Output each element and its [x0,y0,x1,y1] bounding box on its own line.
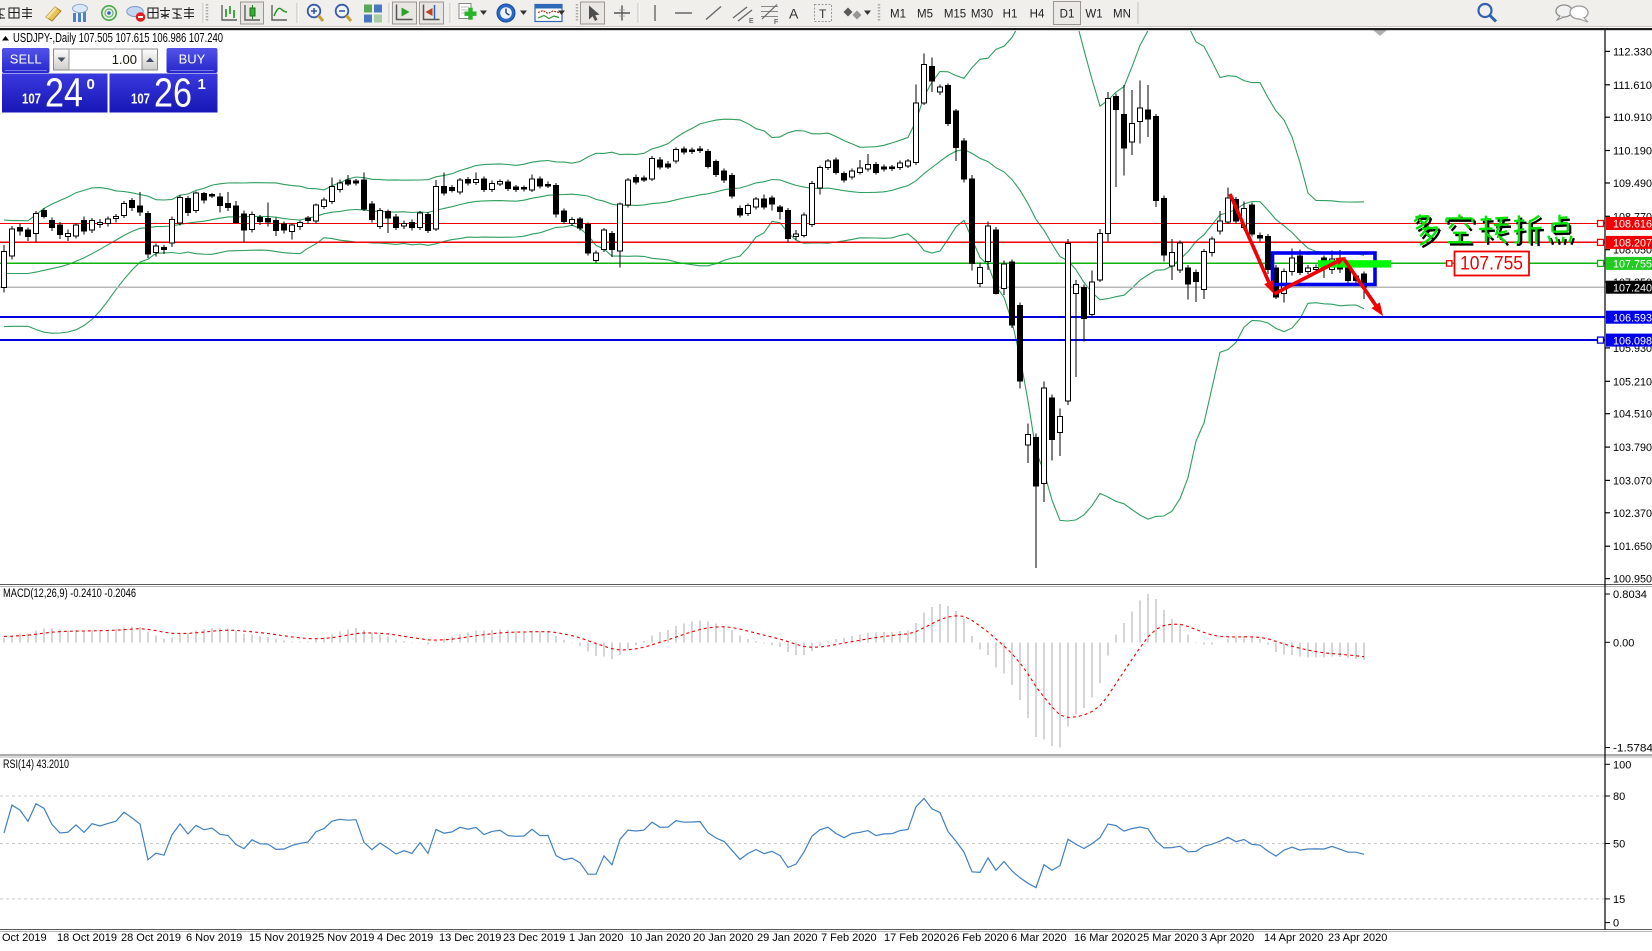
svg-text:16 Mar 2020: 16 Mar 2020 [1074,932,1136,944]
svg-text:108.616: 108.616 [1613,219,1652,231]
svg-text:6 Nov 2019: 6 Nov 2019 [186,932,242,944]
svg-text:A: A [789,6,799,22]
svg-text:H1: H1 [1003,9,1018,21]
svg-text:102.370: 102.370 [1613,508,1652,520]
svg-text:BUY: BUY [179,52,206,67]
svg-text:80: 80 [1613,791,1625,803]
svg-text:24: 24 [45,70,83,116]
svg-text:Oct 2019: Oct 2019 [2,932,47,944]
svg-text:MN: MN [1113,9,1131,21]
svg-text:RSI(14) 43.2010: RSI(14) 43.2010 [3,759,69,771]
svg-text:0: 0 [87,76,95,93]
svg-text:110.190: 110.190 [1613,146,1652,158]
svg-text:SELL: SELL [10,52,42,67]
svg-text:23 Apr 2020: 23 Apr 2020 [1328,932,1387,944]
svg-text:1.00: 1.00 [112,52,137,67]
svg-text:0.00: 0.00 [1613,637,1634,649]
svg-text:100.950: 100.950 [1613,574,1652,586]
svg-text:110.910: 110.910 [1613,112,1652,124]
svg-text:-1.5784: -1.5784 [1613,743,1652,755]
svg-text:H4: H4 [1030,9,1045,21]
svg-text:107: 107 [22,91,41,108]
svg-text:26 Feb 2020: 26 Feb 2020 [947,932,1009,944]
svg-text:D1: D1 [1060,9,1075,21]
svg-text:T: T [819,7,827,21]
svg-text:103.790: 103.790 [1613,442,1652,454]
svg-text:50: 50 [1613,839,1625,851]
svg-text:112.330: 112.330 [1613,46,1652,58]
svg-text:14 Apr 2020: 14 Apr 2020 [1264,932,1323,944]
svg-text:13 Dec 2019: 13 Dec 2019 [439,932,501,944]
svg-text:105.210: 105.210 [1613,376,1652,388]
svg-text:M30: M30 [971,9,993,21]
svg-text:29 Jan 2020: 29 Jan 2020 [757,932,818,944]
svg-text:USDJPY-,Daily 107.505 107.615: USDJPY-,Daily 107.505 107.615 106.986 10… [13,31,223,45]
svg-text:107: 107 [131,91,150,108]
svg-text:M5: M5 [917,9,933,21]
svg-text:104.510: 104.510 [1613,409,1652,421]
svg-text:M1: M1 [890,9,906,21]
svg-text:109.490: 109.490 [1613,178,1652,190]
svg-text:23 Dec 2019: 23 Dec 2019 [503,932,565,944]
svg-text:25 Mar 2020: 25 Mar 2020 [1137,932,1199,944]
svg-text:111.610: 111.610 [1613,80,1652,92]
svg-text:MACD(12,26,9) -0.2410 -0.2046: MACD(12,26,9) -0.2410 -0.2046 [3,588,136,600]
svg-text:18 Oct 2019: 18 Oct 2019 [57,932,117,944]
svg-text:17 Feb 2020: 17 Feb 2020 [884,932,946,944]
svg-text:1 Jan 2020: 1 Jan 2020 [569,932,623,944]
svg-text:25 Nov 2019: 25 Nov 2019 [312,932,374,944]
svg-text:103.070: 103.070 [1613,475,1652,487]
svg-text:106.593: 106.593 [1613,312,1652,324]
svg-text:101.650: 101.650 [1613,541,1652,553]
svg-text:26: 26 [154,70,192,116]
svg-text:15: 15 [1613,894,1625,906]
svg-text:107.755: 107.755 [1460,253,1523,275]
svg-text:0: 0 [1613,918,1619,930]
svg-text:100: 100 [1613,759,1631,771]
svg-text:6 Mar 2020: 6 Mar 2020 [1011,932,1067,944]
svg-text:15 Nov 2019: 15 Nov 2019 [249,932,311,944]
svg-text:F: F [774,19,778,26]
svg-text:10 Jan 2020: 10 Jan 2020 [630,932,691,944]
svg-text:107.240: 107.240 [1613,282,1652,294]
svg-text:M15: M15 [944,9,966,21]
svg-text:3 Apr 2020: 3 Apr 2020 [1201,932,1254,944]
svg-text:106.098: 106.098 [1613,335,1652,347]
svg-text:4 Dec 2019: 4 Dec 2019 [377,932,433,944]
svg-text:1: 1 [198,76,206,93]
svg-text:E: E [749,18,754,25]
svg-text:7 Feb 2020: 7 Feb 2020 [821,932,877,944]
svg-text:20 Jan 2020: 20 Jan 2020 [693,932,754,944]
svg-text:107.755: 107.755 [1613,259,1652,271]
svg-text:108.207: 108.207 [1613,238,1652,250]
svg-text:28 Oct 2019: 28 Oct 2019 [121,932,181,944]
svg-text:0.8034: 0.8034 [1613,589,1647,601]
svg-text:W1: W1 [1085,9,1102,21]
